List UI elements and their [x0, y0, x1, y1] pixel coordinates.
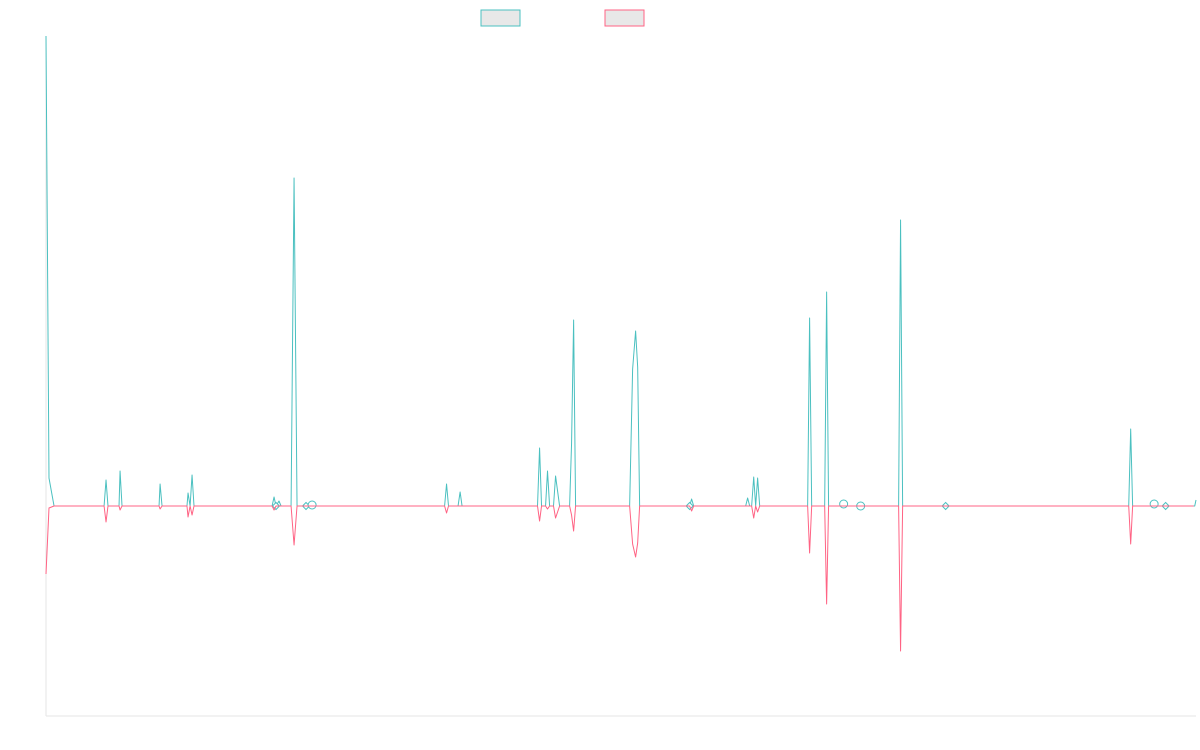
series-layer — [45, 35, 1197, 652]
axes — [45, 36, 1196, 717]
legend-swatch-1[interactable] — [480, 9, 521, 27]
legend[interactable] — [480, 9, 645, 27]
data-point[interactable] — [1149, 499, 1159, 509]
data-point[interactable] — [307, 500, 317, 510]
series-line-1 — [45, 35, 1197, 507]
legend-swatch-2[interactable] — [604, 9, 645, 27]
series-1 — [45, 35, 1197, 511]
series-2 — [45, 505, 1194, 652]
data-point[interactable] — [839, 499, 849, 509]
series-line-2 — [45, 505, 1194, 652]
